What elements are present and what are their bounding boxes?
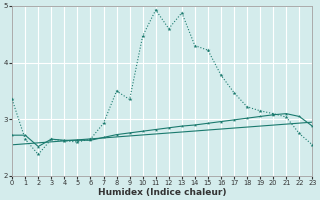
X-axis label: Humidex (Indice chaleur): Humidex (Indice chaleur) [98,188,227,197]
